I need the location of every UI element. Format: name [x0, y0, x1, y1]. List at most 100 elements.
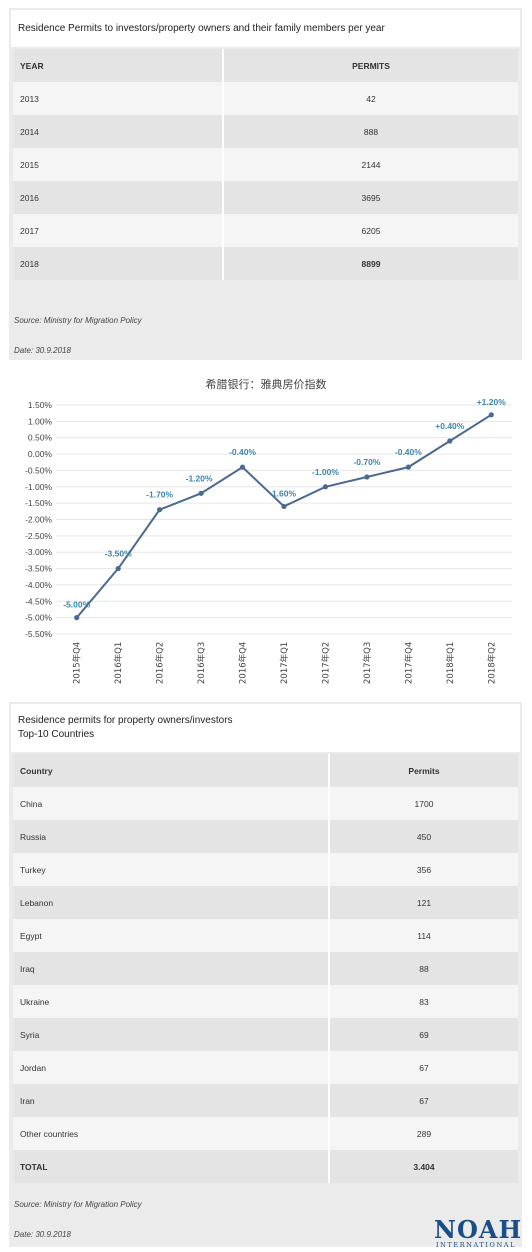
top-countries-body: China 1700 Russia 450 Turkey 356 Lebanon 121 Egy…	[13, 787, 518, 1183]
y-tick-label: -2.50%	[25, 531, 52, 541]
table-row: Lebanon 121	[13, 886, 518, 919]
data-label: -0.40%	[395, 447, 422, 457]
data-point	[322, 484, 329, 490]
data-point	[115, 565, 121, 572]
y-tick-label: -3.00%	[25, 547, 52, 557]
noah-international-logo: NOAH INTERNATIONAL	[434, 1215, 530, 1251]
data-point	[281, 503, 287, 510]
logo-subtitle: INTERNATIONAL	[436, 1241, 516, 1249]
x-tick-label: 2016年Q3	[196, 642, 207, 684]
table-row: Egypt 114	[13, 919, 518, 952]
year-cell: 2013	[13, 82, 224, 115]
data-labels: -5.00% -3.50% -1.70% -1.20% -0.40% 1.60% -1.00…	[63, 397, 506, 610]
y-tick-label: -4.00%	[25, 580, 52, 590]
table-header-row: YEAR PERMITS	[13, 49, 518, 82]
x-tick-label: 2017年Q1	[279, 642, 290, 684]
permits-cell: 2144	[223, 148, 518, 181]
y-tick-label: 0.00%	[28, 449, 53, 459]
date-note: Date: 30.9.2018	[14, 1230, 71, 1239]
permits-cell: 42	[223, 82, 518, 115]
x-tick-label: 2018年Q1	[445, 642, 456, 684]
permits-cell: 83	[329, 985, 518, 1018]
permits-per-year-table: YEAR PERMITS 2013 42 2014 888 2015 2144 201…	[13, 49, 518, 280]
year-cell: 2014	[13, 115, 224, 148]
table-row: 2017 6205	[13, 214, 518, 247]
table-row: Turkey 356	[13, 853, 518, 886]
data-label: 1.60%	[272, 488, 297, 498]
table-row: Jordan 67	[13, 1051, 518, 1084]
country-cell: Iraq	[13, 952, 330, 985]
column-header-permits: PERMITS	[223, 49, 518, 82]
country-cell: Syria	[13, 1018, 330, 1051]
x-tick-label: 2016年Q1	[113, 642, 124, 684]
total-value: 3.404	[329, 1150, 518, 1183]
y-tick-label: -3.50%	[25, 564, 52, 574]
athens-house-price-index-chart: 希腊银行：雅典房价指数 1.50% 1.00% 0.50% 0.00% -0.50% -1…	[25, 377, 512, 684]
permits-cell: 121	[329, 886, 518, 919]
table-row: Russia 450	[13, 820, 518, 853]
data-label: +0.40%	[435, 421, 465, 431]
source-note: Source: Ministry for Migration Policy	[14, 1200, 142, 1209]
data-label: -1.20%	[186, 473, 213, 483]
country-cell: China	[13, 787, 330, 820]
data-label: -1.00%	[312, 467, 339, 477]
x-tick-label: 2016年Q2	[155, 642, 166, 684]
data-point	[447, 438, 453, 444]
column-header-country: Country	[13, 754, 330, 787]
y-axis-ticks: 1.50% 1.00% 0.50% 0.00% -0.50% -1.00% -1.50% -2…	[25, 400, 52, 639]
table-row: 2015 2144	[13, 148, 518, 181]
table-row: Iran 67	[13, 1084, 518, 1117]
panel-title: Residence permits for property owners/in…	[11, 704, 520, 752]
data-label: -3.50%	[105, 549, 132, 559]
permits-per-year-panel: Residence Permits to investors/property …	[9, 8, 522, 360]
permits-cell: 88	[329, 952, 518, 985]
year-cell: 2016	[13, 181, 224, 214]
country-cell: Turkey	[13, 853, 330, 886]
panel-title-line2: Top-10 Countries	[18, 729, 95, 740]
permits-cell: 289	[329, 1117, 518, 1150]
series-line-group	[74, 412, 494, 621]
gridlines	[56, 404, 512, 635]
column-header-year: YEAR	[13, 49, 224, 82]
y-tick-label: -1.50%	[25, 498, 52, 508]
data-point	[239, 464, 246, 470]
x-axis-ticks: 2015年Q4 2016年Q1 2016年Q2 2016年Q3 2016年Q4 2017年…	[72, 642, 498, 684]
source-note: Source: Ministry for Migration Policy	[14, 316, 142, 325]
column-header-permits: Permits	[329, 754, 518, 787]
x-tick-label: 2018年Q2	[486, 642, 497, 684]
table-row: Iraq 88	[13, 952, 518, 985]
panel-title: Residence Permits to investors/property …	[11, 10, 520, 47]
date-note: Date: 30.9.2018	[14, 346, 71, 355]
permits-cell: 888	[223, 115, 518, 148]
table-row: Syria 69	[13, 1018, 518, 1051]
data-label: +1.20%	[477, 397, 507, 407]
permits-cell: 8899	[223, 247, 518, 280]
permits-cell: 114	[329, 919, 518, 952]
x-tick-label: 2016年Q4	[238, 642, 249, 684]
y-tick-label: -4.50%	[25, 596, 52, 606]
country-cell: Egypt	[13, 919, 330, 952]
panel-title-line1: Residence permits for property owners/in…	[18, 715, 233, 726]
table-header-row: Country Permits	[13, 754, 518, 787]
x-tick-label: 2017年Q3	[362, 642, 373, 684]
table-row: 2014 888	[13, 115, 518, 148]
table-row: Ukraine 83	[13, 985, 518, 1018]
data-label: -0.70%	[353, 457, 380, 467]
chart-title: 希腊银行：雅典房价指数	[206, 377, 327, 391]
permits-cell: 67	[329, 1084, 518, 1117]
country-cell: Iran	[13, 1084, 330, 1117]
permits-cell: 6205	[223, 214, 518, 247]
permits-cell: 356	[329, 853, 518, 886]
data-point	[74, 615, 80, 621]
top-countries-panel: Residence permits for property owners/in…	[9, 702, 522, 1247]
series-line	[75, 413, 492, 619]
permits-cell: 1700	[329, 787, 518, 820]
y-tick-label: -0.50%	[25, 465, 52, 475]
permits-cell: 67	[329, 1051, 518, 1084]
x-tick-label: 2017年Q4	[403, 642, 414, 684]
top-countries-table: Country Permits China 1700 Russia 450 Turkey…	[13, 754, 518, 1183]
data-label: -0.40%	[229, 447, 256, 457]
y-tick-label: -1.00%	[25, 482, 52, 492]
logo-wordmark: NOAH	[434, 1215, 523, 1244]
x-tick-label: 2017年Q2	[320, 642, 331, 684]
